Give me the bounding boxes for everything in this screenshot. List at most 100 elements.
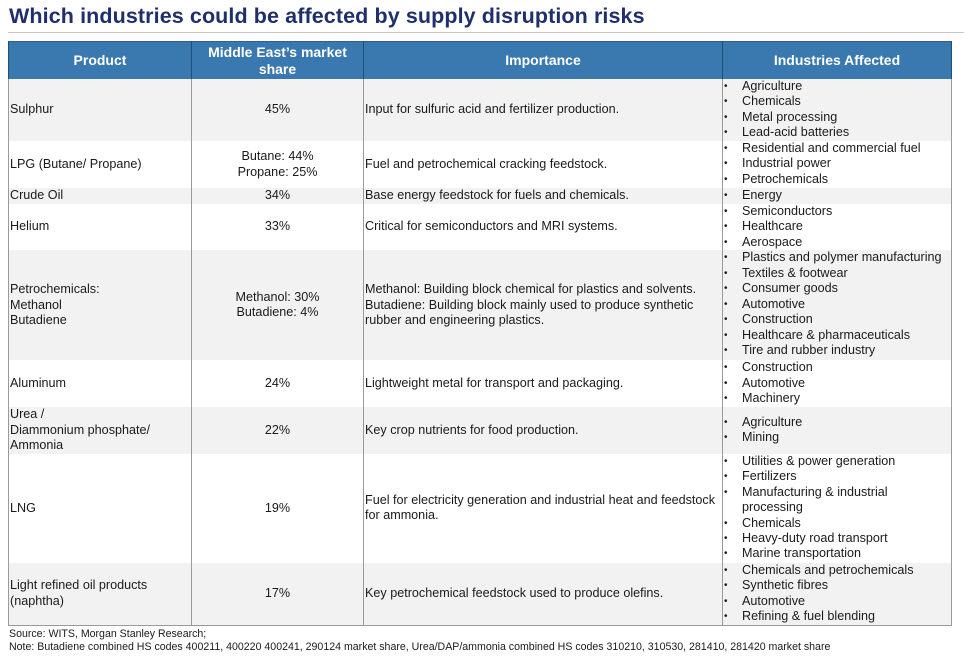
bullet-icon: • [724, 486, 728, 498]
industry-list-item: • Petrochemicals [723, 172, 950, 187]
bullet-icon: • [724, 173, 728, 185]
industry-list-item: • Agriculture [723, 415, 950, 430]
bullet-icon: • [724, 455, 728, 467]
industries-cell: • Semiconductors • Healthcare • Aerospace [722, 204, 952, 251]
market-share-cell: 34% [191, 188, 364, 204]
industry-label: Chemicals and petrochemicals [742, 562, 914, 577]
industry-label: Chemicals [742, 94, 801, 109]
table-header-row: Product Middle East’s market share Impor… [8, 41, 952, 79]
bullet-icon: • [724, 393, 728, 405]
industry-label: Petrochemicals [742, 171, 829, 186]
industries-list: • Construction • Automotive • Machinery [723, 360, 950, 406]
industries-list: • Agriculture • Mining [723, 415, 950, 446]
page-title: Which industries could be affected by su… [9, 4, 645, 28]
product-cell: Crude Oil [8, 188, 192, 204]
bullet-icon: • [724, 611, 728, 623]
industries-cell: • Chemicals and petrochemicals • Synthetic … [722, 562, 952, 626]
industries-list: • Residential and commercial fuel • Industr… [723, 141, 950, 187]
bullet-icon: • [724, 127, 728, 139]
industry-label: Manufacturing & industrial processing [742, 484, 888, 515]
market-share-cell: 45% [191, 79, 364, 141]
industry-label: Residential and commercial fuel [742, 141, 921, 155]
industry-label: Marine transportation [742, 546, 862, 561]
industry-list-item: • Agriculture [723, 79, 950, 94]
header-product: Product [8, 41, 192, 79]
industry-label: Plastics and polymer manufacturing [742, 250, 942, 265]
industry-list-item: • Construction [723, 312, 950, 327]
bullet-icon: • [724, 283, 728, 295]
industry-list-item: • Semiconductors [723, 204, 950, 219]
industry-label: Automotive [742, 593, 805, 608]
industry-list-item: • Chemicals and petrochemicals [723, 563, 950, 578]
industry-list-item: • Tire and rubber industry [723, 343, 950, 358]
industry-list-item: • Utilities & power generation [723, 454, 950, 469]
importance-cell: Fuel for electricity generation and indu… [363, 453, 723, 563]
table-row: Urea / Diammonium phosphate/ Ammonia 22% K… [8, 406, 952, 454]
industry-label: Metal processing [742, 109, 838, 124]
bullet-icon: • [724, 329, 728, 341]
bullet-icon: • [724, 532, 728, 544]
bullet-icon: • [724, 362, 728, 374]
industry-label: Machinery [742, 391, 801, 406]
table-row: Crude Oil 34% Base energy feedstock for fu… [8, 188, 952, 204]
product-cell: Light refined oil products (naphtha) [8, 562, 192, 626]
product-cell: Petrochemicals: Methanol Butadiene [8, 250, 192, 361]
table-row: LNG 19% Fuel for electricity generation an… [8, 453, 952, 563]
table-row: LPG (Butane/ Propane) Butane: 44% Propane… [8, 141, 952, 188]
industry-label: Construction [742, 360, 813, 375]
bullet-icon: • [724, 158, 728, 170]
market-share-cell: Butane: 44% Propane: 25% [191, 141, 364, 188]
bullet-icon: • [724, 314, 728, 326]
importance-cell: Key petrochemical feedstock used to prod… [363, 562, 723, 626]
table-row: Helium 33% Critical for semiconductors and… [8, 204, 952, 251]
industry-label: Aerospace [742, 234, 803, 249]
industry-label: Synthetic fibres [742, 578, 829, 593]
bullet-icon: • [724, 81, 728, 92]
industries-table: Product Middle East’s market share Impor… [8, 41, 952, 626]
header-market-share: Middle East’s market share [191, 41, 364, 79]
product-cell: LPG (Butane/ Propane) [8, 141, 192, 188]
bullet-icon: • [724, 96, 728, 108]
industry-label: Energy [742, 188, 782, 202]
industry-list-item: • Refining & fuel blending [723, 609, 950, 624]
industries-list: • Semiconductors • Healthcare • Aerospace [723, 204, 950, 250]
industries-cell: • Agriculture • Chemicals • Metal processing •… [722, 79, 952, 141]
industry-list-item: • Healthcare [723, 219, 950, 234]
industry-list-item: • Chemicals [723, 516, 950, 531]
product-cell: Urea / Diammonium phosphate/ Ammonia [8, 406, 192, 454]
industry-label: Heavy-duty road transport [742, 530, 888, 545]
product-cell: Helium [8, 204, 192, 251]
product-cell: Aluminum [8, 360, 192, 407]
industry-list-item: • Textiles & footwear [723, 266, 950, 281]
industries-cell: • Plastics and polymer manufacturing • Text… [722, 250, 952, 361]
industry-label: Semiconductors [742, 204, 833, 218]
source-note: Source: WITS, Morgan Stanley Research; [9, 628, 207, 640]
industry-label: Chemicals [742, 515, 801, 530]
industry-list-item: • Consumer goods [723, 281, 950, 296]
bullet-icon: • [724, 377, 728, 389]
industry-list-item: • Synthetic fibres [723, 578, 950, 593]
industry-label: Utilities & power generation [742, 453, 896, 468]
industry-label: Industrial power [742, 156, 831, 171]
industries-cell: • Residential and commercial fuel • Industr… [722, 141, 952, 188]
industry-label: Automotive [742, 375, 805, 390]
industry-list-item: • Heavy-duty road transport [723, 531, 950, 546]
industry-label: Textiles & footwear [742, 265, 848, 280]
header-importance: Importance [363, 41, 723, 79]
industries-list: • Utilities & power generation • Fertilizer… [723, 454, 950, 562]
importance-cell: Lightweight metal for transport and pack… [363, 360, 723, 407]
industry-list-item: • Plastics and polymer manufacturing [723, 250, 950, 265]
industries-cell: • Agriculture • Mining [722, 406, 952, 454]
industry-list-item: • Automotive [723, 594, 950, 609]
industry-list-item: • Machinery [723, 391, 950, 406]
importance-cell: Fuel and petrochemical cracking feedstoc… [363, 141, 723, 188]
title-divider [8, 32, 964, 33]
table-row: Aluminum 24% Lightweight metal for transpo… [8, 360, 952, 407]
market-share-cell: 17% [191, 562, 364, 626]
industry-list-item: • Marine transportation [723, 546, 950, 561]
industry-list-item: • Chemicals [723, 94, 950, 109]
industry-list-item: • Healthcare & pharmaceuticals [723, 328, 950, 343]
bullet-icon: • [724, 548, 728, 560]
industry-label: Agriculture [742, 79, 803, 93]
industry-list-item: • Industrial power [723, 156, 950, 171]
